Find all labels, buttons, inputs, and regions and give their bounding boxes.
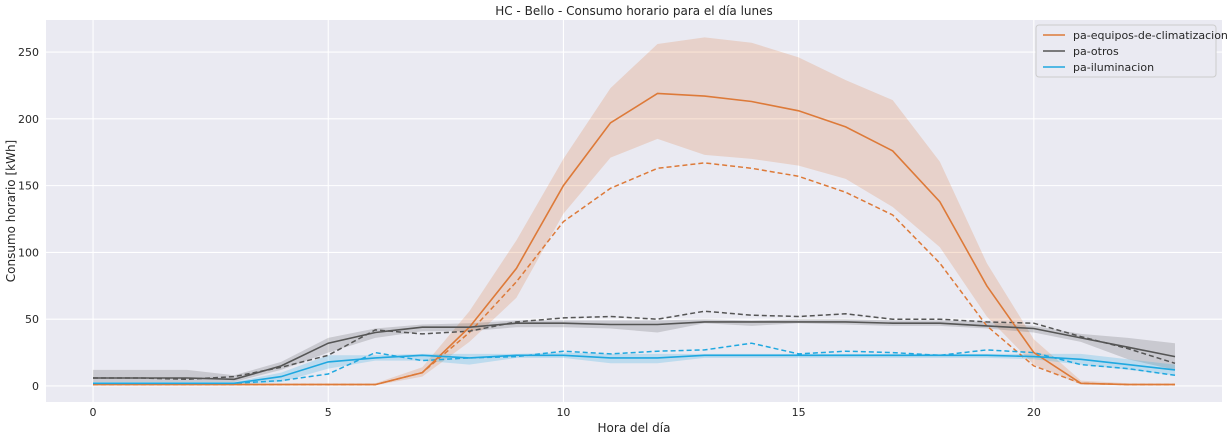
y-tick-label: 250 xyxy=(18,46,39,59)
mean-line-2 xyxy=(93,354,1176,385)
x-tick-label: 15 xyxy=(792,406,806,419)
x-axis-title: Hora del día xyxy=(598,421,671,435)
dashed-line-2 xyxy=(93,342,1176,385)
chart-title: HC - Bello - Consumo horario para el día… xyxy=(495,4,773,18)
legend: pa-equipos-de-climatizacion pa-otros pa-… xyxy=(1035,24,1228,78)
dashed-line-1 xyxy=(93,310,1176,381)
x-tick-label: 0 xyxy=(90,406,97,419)
grid-lines xyxy=(46,20,1222,402)
y-tick-label: 200 xyxy=(18,113,39,126)
y-axis-title: Consumo horario [kWh] xyxy=(4,140,18,282)
y-tick-label: 0 xyxy=(32,380,39,393)
mean-line-1 xyxy=(93,321,1176,381)
y-tick-labels: 0 50 100 150 200 250 xyxy=(18,46,39,393)
legend-label-climatizacion: pa-equipos-de-climatizacion xyxy=(1073,29,1228,42)
x-tick-label: 10 xyxy=(556,406,570,419)
x-tick-label: 20 xyxy=(1027,406,1041,419)
y-tick-label: 50 xyxy=(25,313,39,326)
series-lines xyxy=(93,92,1176,386)
band-0 xyxy=(93,37,1175,386)
legend-label-otros: pa-otros xyxy=(1073,45,1119,58)
x-tick-labels: 0 5 10 15 20 xyxy=(90,406,1041,419)
plot-background xyxy=(46,20,1222,402)
band-2 xyxy=(93,352,1175,385)
legend-box xyxy=(1035,24,1217,78)
mean-line-0 xyxy=(93,92,1175,386)
legend-label-iluminacion: pa-iluminacion xyxy=(1073,61,1154,74)
y-tick-label: 100 xyxy=(18,246,39,259)
y-tick-label: 150 xyxy=(18,180,39,193)
x-tick-label: 5 xyxy=(325,406,332,419)
